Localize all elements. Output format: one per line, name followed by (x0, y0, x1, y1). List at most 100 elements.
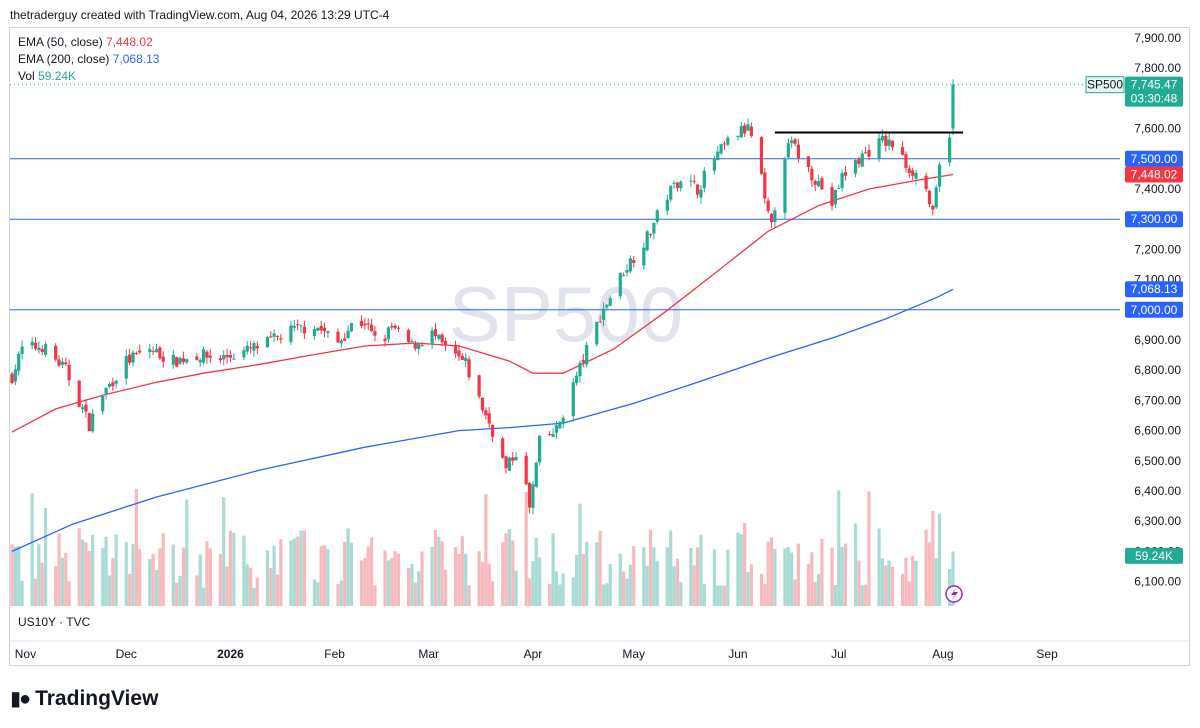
candle-body (343, 338, 347, 341)
candle-body (44, 343, 48, 355)
candle-body (490, 424, 495, 437)
candle-body (864, 152, 868, 154)
candle-body (672, 182, 676, 184)
volume-bar (64, 552, 68, 606)
legend-vol[interactable]: Vol 59.24K (18, 68, 159, 85)
volume-bar (726, 549, 730, 606)
time-axis[interactable]: Nov Dec 2026 Feb Mar Apr May Jun Jul Aug Sep (10, 640, 1189, 661)
horizontal-levels (10, 84, 1120, 311)
x-tick-label: 2026 (217, 647, 244, 661)
candle-body (769, 213, 774, 223)
candle-body (477, 375, 481, 397)
candle-body (716, 151, 720, 161)
volume-bar (181, 547, 185, 606)
candle-body (914, 173, 918, 179)
candle-body (655, 210, 659, 222)
volume-bar (578, 503, 582, 606)
legend-ema50-value: 7,448.02 (106, 35, 153, 49)
candle-body (531, 484, 535, 508)
candle-body (171, 354, 175, 365)
volume-bar (480, 562, 485, 606)
volume-bar (222, 497, 226, 606)
candle-body (134, 352, 138, 354)
candle-body (746, 124, 750, 131)
candle-body (813, 180, 817, 185)
candle-body (699, 189, 703, 198)
volume-bar (454, 547, 458, 606)
volume-bar (857, 560, 861, 606)
legend-ema50[interactable]: EMA (50, close) 7,448.02 (18, 34, 159, 51)
volume-bar (534, 537, 538, 606)
volume-bar (561, 573, 565, 606)
volume-bar (101, 547, 105, 606)
candle-body (480, 397, 485, 411)
volume-bar (712, 549, 716, 606)
legend-ema200[interactable]: EMA (200, close) 7,068.13 (18, 51, 159, 68)
volume-bar (312, 579, 317, 606)
candle-body (302, 326, 306, 334)
candle-body (951, 84, 955, 129)
volume-bar (80, 539, 85, 606)
candle-body (860, 153, 864, 167)
candle-body (608, 298, 612, 306)
y-tick-label: 7,400.00 (1134, 182, 1181, 196)
volume-bar (551, 533, 555, 606)
volume-bar (914, 560, 918, 606)
candle-body (346, 330, 350, 339)
candle-body (534, 462, 538, 487)
y-tick-label: 6,600.00 (1134, 424, 1181, 438)
candle-body (228, 354, 233, 358)
volume-bar (430, 546, 434, 606)
volume-bar (867, 491, 871, 606)
candle-body (702, 170, 706, 189)
volume-bar (716, 585, 720, 606)
y-tick-label: 7,800.00 (1134, 61, 1181, 75)
volume-bar (316, 582, 320, 606)
volume-bar (326, 549, 330, 606)
volume-bar (255, 577, 259, 606)
volume-bar (904, 557, 908, 606)
candle-body (652, 223, 656, 234)
candle-body (679, 181, 683, 189)
secondary-symbol-label[interactable]: US10Y · TVC (18, 615, 91, 629)
candle-body (712, 159, 716, 171)
flash-icon[interactable] (945, 585, 963, 603)
volume-bar (13, 546, 17, 606)
volume-bar (44, 508, 48, 606)
candle-body (743, 125, 747, 134)
tradingview-logo[interactable]: ▮● TradingView (10, 686, 158, 711)
volume-bar (464, 553, 468, 606)
candle-body (128, 354, 132, 363)
candle-body (514, 456, 518, 461)
candle-body (265, 336, 270, 348)
candle-body (948, 137, 952, 163)
volume-bar (507, 529, 511, 606)
x-tick-label: May (622, 647, 645, 661)
candle-body (393, 325, 397, 329)
volume-bar (598, 530, 602, 606)
candle-body (538, 435, 542, 463)
y-tick-label: 6,800.00 (1134, 363, 1181, 377)
legend-ema200-value: 7,068.13 (112, 52, 160, 66)
volume-bar (269, 568, 273, 606)
level-price-tag-bg (1125, 150, 1183, 167)
candle-body (880, 135, 885, 141)
candle-body (349, 322, 354, 332)
candle-body (232, 358, 236, 360)
volume-bar (225, 566, 229, 606)
candle-body (410, 340, 414, 342)
volume-bar (440, 541, 444, 606)
candle-body (91, 413, 95, 432)
volume-bar (877, 528, 881, 606)
candle-body (736, 135, 740, 137)
candle-body (181, 358, 185, 363)
volume-bar (524, 492, 528, 606)
candle-body (289, 325, 293, 343)
volume-bar (927, 542, 932, 606)
volume-bar (443, 569, 448, 606)
candle-body (272, 333, 276, 337)
candle-body (632, 260, 636, 264)
volume-bar (558, 584, 562, 606)
candle-body (806, 156, 811, 168)
